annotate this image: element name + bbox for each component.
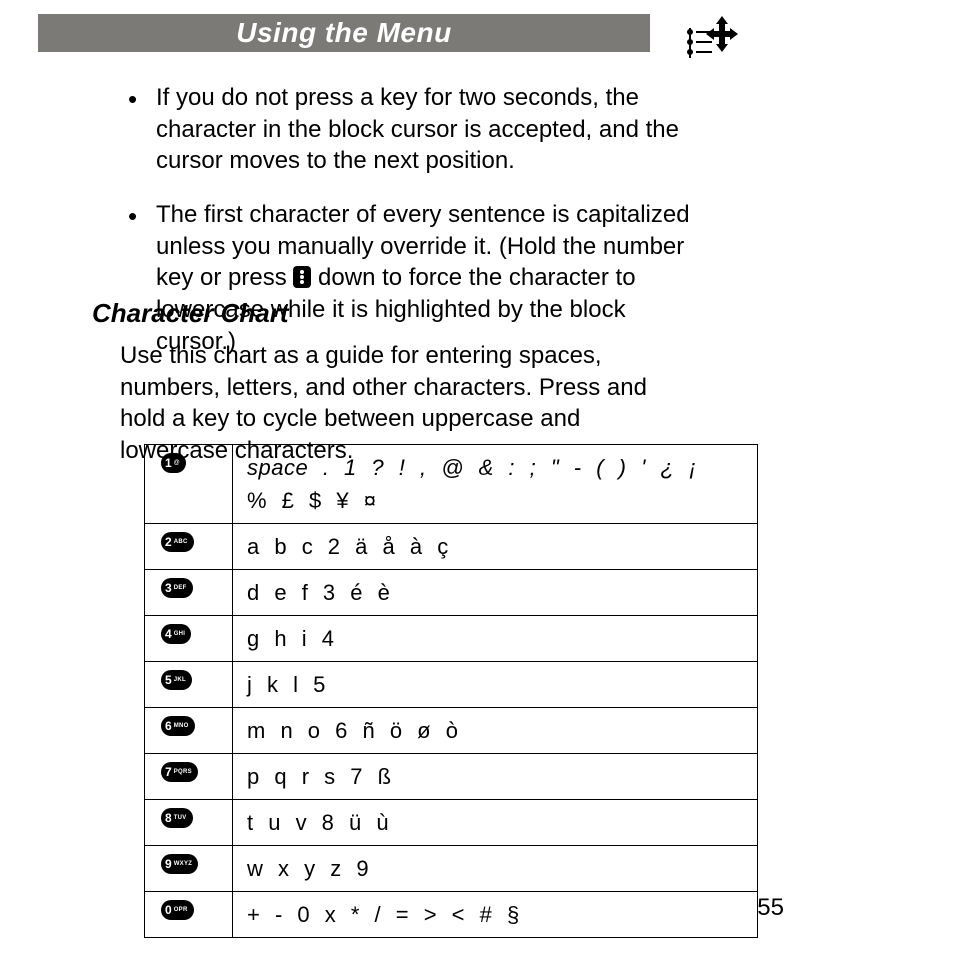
key-cell: 1 @: [145, 445, 233, 523]
table-row: 2 ABC a b c 2 ä å à ç: [145, 524, 757, 570]
key-cell: 2 ABC: [145, 524, 233, 569]
header-band: Using the Menu: [38, 14, 650, 52]
bullet-item-1: If you do not press a key for two second…: [120, 82, 710, 177]
key-cell: 8 TUV: [145, 800, 233, 845]
character-chart-table: 1 @ space . 1 ? ! , @ & : ; " - ( ) ' ¿ …: [144, 444, 758, 938]
table-row: 3 DEF d e f 3 é è: [145, 570, 757, 616]
chars-cell: a b c 2 ä å à ç: [233, 524, 757, 569]
table-row: 4 GHI g h i 4: [145, 616, 757, 662]
keycap-0: 0 OPR: [161, 900, 194, 920]
keycap-5: 5 JKL: [161, 670, 192, 690]
section-heading: Character Chart: [92, 298, 289, 329]
key-cell: 4 GHI: [145, 616, 233, 661]
keycap-4: 4 GHI: [161, 624, 191, 644]
key-cell: 0 OPR: [145, 892, 233, 937]
chars-cell: m n o 6 ñ ö ø ò: [233, 708, 757, 753]
keycap-9: 9 WXYZ: [161, 854, 198, 874]
table-row: 1 @ space . 1 ? ! , @ & : ; " - ( ) ' ¿ …: [145, 445, 757, 524]
keycap-8: 8 TUV: [161, 808, 193, 828]
chars-cell: p q r s 7 ß: [233, 754, 757, 799]
key-cell: 9 WXYZ: [145, 846, 233, 891]
key-glyph-icon: [293, 266, 311, 288]
keycap-3: 3 DEF: [161, 578, 193, 598]
table-row: 6 MNO m n o 6 ñ ö ø ò: [145, 708, 757, 754]
chars-cell: d e f 3 é è: [233, 570, 757, 615]
table-row: 5 JKL j k l 5: [145, 662, 757, 708]
bullet-item-2: The first character of every sentence is…: [120, 199, 710, 357]
chars-cell: j k l 5: [233, 662, 757, 707]
chars-cell: t u v 8 ü ù: [233, 800, 757, 845]
key-cell: 3 DEF: [145, 570, 233, 615]
menu-scroll-icon: [682, 14, 742, 69]
keycap-1: 1 @: [161, 453, 186, 473]
keycap-6: 6 MNO: [161, 716, 195, 736]
chars-cell: space . 1 ? ! , @ & : ; " - ( ) ' ¿ ¡ % …: [233, 445, 757, 523]
key-cell: 7 PQRS: [145, 754, 233, 799]
chars-cell: + - 0 x * / = > < # §: [233, 892, 757, 937]
keycap-2: 2 ABC: [161, 532, 194, 552]
key-cell: 5 JKL: [145, 662, 233, 707]
page-number: 55: [757, 894, 784, 922]
chars-cell: g h i 4: [233, 616, 757, 661]
table-row: 9 WXYZ w x y z 9: [145, 846, 757, 892]
table-row: 7 PQRS p q r s 7 ß: [145, 754, 757, 800]
header-title: Using the Menu: [236, 17, 451, 49]
key-cell: 6 MNO: [145, 708, 233, 753]
chars-cell: w x y z 9: [233, 846, 757, 891]
table-row: 0 OPR + - 0 x * / = > < # §: [145, 892, 757, 938]
keycap-7: 7 PQRS: [161, 762, 198, 782]
table-row: 8 TUV t u v 8 ü ù: [145, 800, 757, 846]
